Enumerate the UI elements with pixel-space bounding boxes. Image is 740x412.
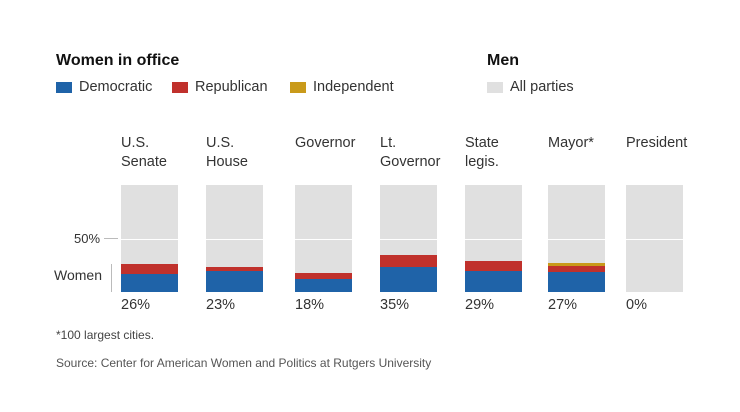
category-label-line: legis. [465,154,499,170]
source-note: Source: Center for American Women and Po… [56,356,432,370]
category-label-mayor: Mayor* [548,134,638,153]
men-legend-title: Men [487,52,519,69]
women-legend-title: Women in office [56,52,180,69]
fifty-percent-gridline [206,239,263,240]
percent-label-lt-governor: 35% [380,297,410,313]
percent-label-u-s-house: 23% [206,297,236,313]
legend-item-republican: Republican [172,79,268,95]
independent-swatch [290,81,306,93]
legend-label-republican: Republican [195,79,268,95]
category-label-u-s-senate: U.S. Senate [121,134,211,172]
category-label-line: Lt. [380,135,397,151]
bar-segment-republican-u-s-house [206,267,263,271]
footnote: *100 largest cities. [56,328,155,342]
fifty-percent-tick [104,238,118,239]
fifty-percent-gridline [465,239,522,240]
bar-segment-republican-u-s-senate [121,264,178,274]
legend-label-all-parties: All parties [510,79,574,95]
bar-segment-democratic-u-s-house [206,270,263,292]
legend-label-independent: Independent [313,79,394,95]
bar-segment-republican-lt-governor [380,254,437,268]
category-label-line: State [465,135,499,151]
category-label-line: U.S. [206,135,235,151]
bar-segment-republican-governor [295,272,352,280]
women-axis-label: Women [54,267,102,283]
fifty-percent-gridline [380,239,437,240]
fifty-percent-gridline [548,239,605,240]
category-label-president: President [626,134,716,153]
all-parties-swatch [487,81,503,93]
legend-item-independent: Independent [290,79,394,95]
category-label-line: Senate [121,154,167,170]
category-label-u-s-house: U.S. House [206,134,296,172]
category-label-governor: Governor [295,134,385,153]
category-label-line: President [626,135,688,151]
democratic-swatch [56,81,72,93]
bar-segment-republican-state-legis [465,260,522,271]
percent-label-governor: 18% [295,297,325,313]
percent-label-president: 0% [626,297,647,313]
bar-segment-democratic-state-legis [465,270,522,292]
fifty-percent-gridline [121,239,178,240]
category-label-line: Mayor* [548,135,594,151]
fifty-percent-gridline [295,239,352,240]
category-label-line: House [206,154,248,170]
percent-label-mayor: 27% [548,297,578,313]
category-label-line: Governor [380,154,441,170]
category-label-line: U.S. [121,135,150,151]
percent-label-state-legis: 29% [465,297,495,313]
bar-segment-democratic-governor [295,279,352,292]
category-label-line: Governor [295,135,356,151]
category-label-lt-governor: Lt. Governor [380,134,470,172]
legend-item-democratic: Democratic [56,79,152,95]
women-bracket [111,264,112,292]
bar-segment-independent-mayor [548,263,605,267]
category-label-state-legis: State legis. [465,134,555,172]
bar-chart: U.S. Senate 26% U.S. House 23% Governor 18% Lt. G… [121,134,716,313]
bar-segment-democratic-lt-governor [380,267,437,292]
fifty-percent-label: 50% [74,231,101,246]
bar-segment-republican-mayor [548,266,605,272]
fifty-percent-gridline [626,239,683,240]
bar-segment-democratic-mayor [548,271,605,292]
bar-segment-democratic-u-s-senate [121,273,178,292]
men-bar-president [626,185,683,292]
legend-item-all-parties: All parties [487,79,574,95]
percent-label-u-s-senate: 26% [121,297,151,313]
republican-swatch [172,81,188,93]
legend-label-democratic: Democratic [79,79,153,95]
